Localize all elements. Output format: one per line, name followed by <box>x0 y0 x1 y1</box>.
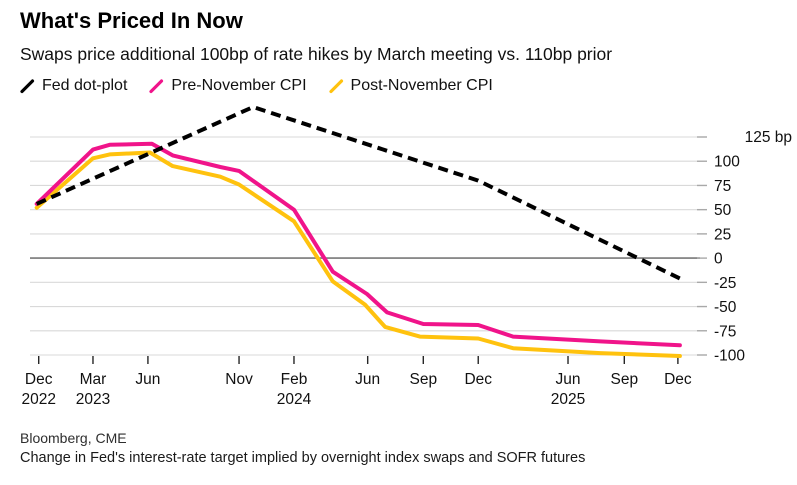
y-axis-label: 0 <box>714 251 723 268</box>
x-axis-label: Dec <box>25 371 53 388</box>
x-axis-year-label: 2024 <box>277 391 312 408</box>
chart-title: What's Priced In Now <box>20 8 243 33</box>
x-axis-year-label: 2025 <box>551 391 585 408</box>
series-line-post-november-cpi <box>34 150 682 358</box>
line-swatch-icon <box>149 78 164 93</box>
series-line-fed-dot-plot <box>35 105 681 281</box>
legend-item-pre-november-cpi: Pre-November CPI <box>149 77 307 95</box>
source-line: Bloomberg, CME <box>20 430 127 446</box>
x-axis-label: Feb <box>281 371 308 388</box>
chart-canvas: 125 bp 100 75 50 25 0 -25 -50 -75 -100 Dec 2022 Mar 2… <box>21 105 792 408</box>
y-axis-label: 50 <box>714 202 732 219</box>
legend-label: Pre-November CPI <box>171 77 307 94</box>
legend-label: Post-November CPI <box>350 77 493 94</box>
y-axis-label: -75 <box>714 323 736 340</box>
x-axis-label: Jun <box>135 371 160 388</box>
legend-item-fed-dot-plot: Fed dot-plot <box>20 77 127 95</box>
x-axis-label: Mar <box>80 371 107 388</box>
y-axis-label: 25 <box>714 226 731 243</box>
chart-note: Change in Fed's interest-rate target imp… <box>20 450 586 466</box>
x-axis-label: Sep <box>610 371 638 388</box>
x-axis-label: Nov <box>225 371 253 388</box>
x-axis-year-label: 2022 <box>21 391 55 408</box>
x-axis-label: Sep <box>409 371 437 388</box>
x-axis-label: Jun <box>556 371 581 388</box>
y-axis-label: 75 <box>714 178 731 195</box>
x-axis-year-label: 2023 <box>76 391 110 408</box>
series-line-pre-november-cpi <box>34 141 682 348</box>
chart-subtitle: Swaps price additional 100bp of rate hik… <box>20 44 613 64</box>
y-axis-label: -100 <box>714 348 745 365</box>
y-axis-label: 100 <box>714 154 740 171</box>
legend-label: Fed dot-plot <box>42 77 128 94</box>
y-axis-unit-label: 125 bp <box>745 129 792 146</box>
y-axis-label: -50 <box>714 299 737 316</box>
legend: Fed dot-plot Pre-November CPI Post-Novem… <box>20 77 493 95</box>
legend-item-post-november-cpi: Post-November CPI <box>328 77 493 95</box>
y-axis-label: -25 <box>714 275 736 292</box>
line-swatch-icon <box>20 78 35 93</box>
line-swatch-icon <box>328 78 343 93</box>
x-axis-label: Jun <box>355 371 380 388</box>
x-axis-label: Dec <box>464 371 492 388</box>
x-axis-label: Dec <box>664 371 692 388</box>
